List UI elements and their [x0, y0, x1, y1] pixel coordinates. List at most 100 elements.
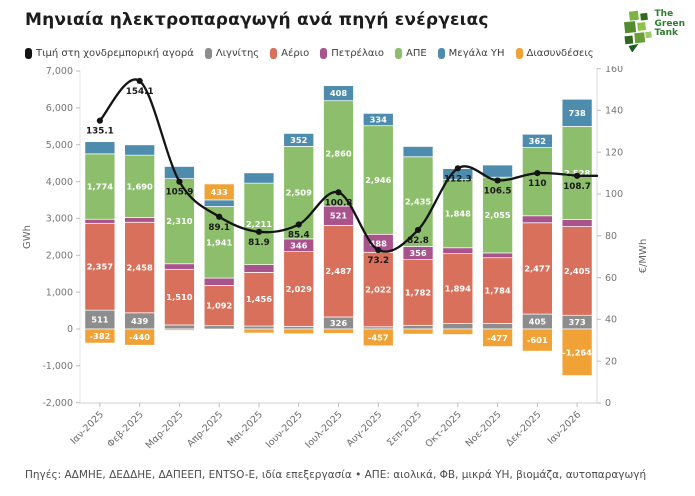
- bar-segment-label: 433: [211, 187, 229, 197]
- bar-segment-label: 1,941: [206, 237, 232, 247]
- price-point-label: 81.9: [248, 238, 270, 248]
- bar-segment: [243, 328, 275, 334]
- bar-segment-label: 2,310: [166, 216, 192, 226]
- right-axis-tick-label: 80: [605, 231, 617, 242]
- bar-segment-label: 1,782: [405, 287, 431, 297]
- bar-segment: [84, 328, 116, 344]
- right-axis-tick-label: 40: [605, 315, 617, 326]
- logo-line-3: Tank: [654, 28, 678, 38]
- bar-segment: [203, 183, 235, 201]
- bar-segment: [283, 326, 315, 330]
- bar-segment: [323, 100, 354, 207]
- bar-segment-label: 439: [131, 316, 149, 326]
- price-point-label: 89.1: [208, 223, 230, 233]
- bar-segment-label: 488: [370, 238, 388, 248]
- legend-item-label: Λιγνίτης: [215, 48, 260, 59]
- bar-segment-label: 2,211: [246, 219, 272, 229]
- bar-segment-label: 521: [330, 211, 348, 221]
- bar-segment-label: 2,435: [405, 197, 431, 207]
- legend-swatch-icon: [394, 48, 402, 59]
- bar-segment: [482, 176, 513, 254]
- legend-item-label: Τιμή στη χονδρεμπορική αγορά: [36, 48, 194, 59]
- bar-segment-label: 352: [290, 135, 308, 145]
- x-axis-label: Απρ-2025: [185, 409, 225, 449]
- bar-segment: [164, 263, 195, 270]
- bar-segment: [561, 98, 593, 127]
- left-axis-title: GWh: [22, 225, 33, 249]
- bar-segment-label: -477: [487, 333, 508, 343]
- bar-segment-label: 2,405: [564, 266, 590, 276]
- price-point: [574, 172, 581, 179]
- bar-segment: [283, 328, 315, 335]
- bar-segment: [362, 125, 394, 235]
- bar-segment: [84, 218, 116, 224]
- right-axis-tick-label: 60: [605, 273, 617, 284]
- price-point: [534, 170, 541, 177]
- legend-item-label: Διασυνδέσεις: [526, 48, 594, 59]
- bar-segment: [442, 328, 474, 335]
- x-axis-label: Ιουν-2025: [264, 409, 305, 450]
- price-point: [454, 165, 461, 172]
- legend-swatch-icon: [515, 48, 523, 59]
- bar-segment: [561, 226, 593, 316]
- chart-title: Μηνιαία ηλεκτροπαραγωγή ανά πηγή ενέργει…: [25, 10, 489, 30]
- price-point-label: 100.8: [325, 198, 353, 208]
- bar-segment-label: 2,357: [87, 262, 113, 272]
- bar-segment: [521, 328, 553, 352]
- price-point-label: 154.1: [126, 87, 154, 97]
- price-point: [136, 77, 143, 85]
- legend-swatch-icon: [25, 48, 32, 59]
- bar-segment: [84, 222, 116, 311]
- price-point-label: 110: [528, 179, 546, 189]
- x-axis-label: Μαρ-2025: [144, 409, 186, 451]
- x-axis-label: Οκτ-2025: [423, 409, 464, 450]
- bar-segment: [283, 133, 315, 147]
- bar-segment: [243, 325, 275, 330]
- bar-segment: [521, 147, 553, 217]
- legend-item-3: Πετρέλαιο: [320, 48, 384, 59]
- bar-segment-label: 2,458: [127, 263, 153, 273]
- price-point: [255, 228, 263, 235]
- green-tank-logo-text: The Green Tank: [654, 9, 685, 39]
- bar-segment: [323, 328, 354, 334]
- price-point-label: 105.9: [166, 188, 194, 198]
- right-axis-tick-label: 120: [605, 147, 623, 158]
- legend-swatch-icon: [320, 48, 328, 59]
- bar-segment-label: 326: [330, 318, 348, 328]
- y-axis-tick-label: 3,000: [46, 214, 73, 225]
- bar-segment-label: 1,848: [445, 209, 471, 219]
- legend-item-5: Μεγάλα ΥΗ: [437, 48, 505, 59]
- legend-item-label: Αέριο: [281, 48, 310, 59]
- bar-segment: [402, 259, 434, 326]
- x-axis-label: Νοε-2025: [464, 409, 504, 449]
- bar-segment: [442, 323, 474, 330]
- green-tank-leaf-icon: [623, 10, 652, 52]
- price-point-label: 106.5: [484, 186, 512, 196]
- bar-segment: [362, 251, 394, 328]
- bar-segment: [402, 328, 434, 335]
- bar-segment: [362, 113, 394, 127]
- price-point: [295, 221, 302, 228]
- x-axis-label: Σεπ-2025: [385, 409, 424, 448]
- x-axis-label: Ιαν-2026: [546, 409, 583, 446]
- bar-segment-label: 408: [330, 88, 348, 98]
- price-point-label: 112.3: [444, 174, 472, 184]
- bar-segment: [323, 85, 354, 102]
- bar-segment-label: 1,784: [484, 286, 510, 296]
- logo-line-2: Green: [654, 18, 685, 29]
- bar-segment: [442, 179, 474, 249]
- bar-segment-label: -440: [129, 332, 150, 342]
- bar-segment: [84, 141, 116, 155]
- bar-segment-label: 2,477: [524, 263, 550, 273]
- bar-segment: [124, 154, 156, 218]
- bar-segment: [124, 217, 156, 223]
- bar-segment-label: 1,092: [206, 301, 232, 311]
- bar-segment: [323, 224, 354, 318]
- right-axis-tick-label: 140: [605, 106, 623, 117]
- bar-segment: [124, 144, 156, 156]
- x-axis-label: Δεκ-2025: [504, 409, 543, 448]
- bar-segment-label: 2,509: [286, 188, 312, 198]
- bar-segment: [482, 164, 513, 178]
- bar-segment-label: 405: [529, 317, 547, 327]
- legend-swatch-icon: [270, 48, 278, 59]
